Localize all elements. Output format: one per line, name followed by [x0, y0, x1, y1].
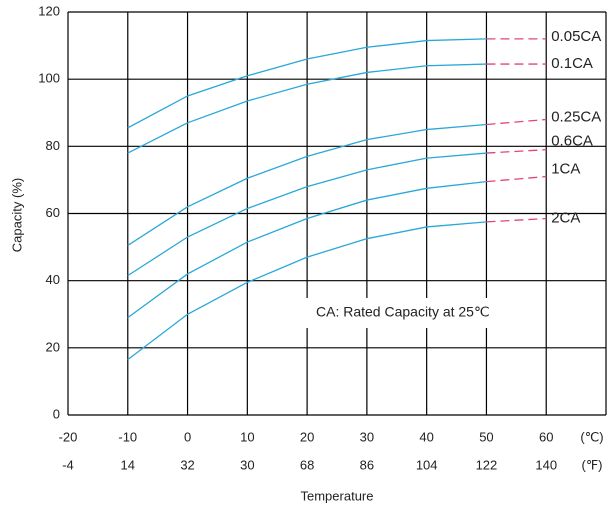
- series-line: [127, 152, 487, 277]
- x-tick-label: -10: [118, 429, 137, 444]
- x-tick-label: 40: [419, 429, 433, 444]
- series-extension: [486, 149, 547, 154]
- x2-tick-label: 68: [300, 457, 314, 472]
- series-extension: [486, 217, 547, 223]
- series-extension: [486, 175, 547, 183]
- x2-unit: (℉): [581, 457, 602, 472]
- series-line: [127, 63, 487, 154]
- series-line: [127, 38, 487, 129]
- x-axis-title: Temperature: [301, 488, 374, 503]
- x2-tick-label: 30: [240, 457, 254, 472]
- x-unit: (℃): [580, 429, 603, 444]
- y-tick-label: 40: [46, 272, 60, 287]
- x-tick-label: -20: [59, 429, 78, 444]
- x-tick-label: 10: [240, 429, 254, 444]
- x-tick-label: 30: [360, 429, 374, 444]
- x2-tick-label: -4: [62, 457, 74, 472]
- series-line: [127, 123, 487, 246]
- series-line: [127, 221, 487, 361]
- x-tick-label: 50: [479, 429, 493, 444]
- series-label: 0.1CA: [551, 55, 593, 72]
- x2-tick-label: 140: [535, 457, 557, 472]
- annotation-bg: [305, 298, 545, 328]
- series-label: 2CA: [551, 210, 580, 227]
- y-tick-label: 120: [38, 3, 60, 18]
- y-tick-label: 60: [46, 205, 60, 220]
- x2-tick-label: 14: [121, 457, 135, 472]
- series-line: [127, 180, 487, 319]
- series-label: 0.6CA: [551, 133, 593, 150]
- x2-tick-label: 86: [360, 457, 374, 472]
- series-label: 0.05CA: [551, 28, 601, 45]
- x-tick-label: 60: [539, 429, 553, 444]
- x-tick-label: 0: [184, 429, 191, 444]
- y-tick-label: 100: [38, 71, 60, 86]
- annotation: CA: Rated Capacity at 25℃: [316, 304, 490, 320]
- x2-tick-label: 104: [416, 457, 438, 472]
- y-axis-title: Capacity (%): [9, 178, 24, 252]
- series-label: 0.25CA: [551, 108, 601, 125]
- series-extension: [486, 118, 547, 126]
- y-tick-label: 80: [46, 138, 60, 153]
- x2-tick-label: 122: [476, 457, 498, 472]
- x-tick-label: 20: [300, 429, 314, 444]
- series-label: 1CA: [551, 161, 580, 178]
- x2-tick-label: 32: [180, 457, 194, 472]
- y-tick-label: 20: [46, 339, 60, 354]
- y-tick-label: 0: [53, 406, 60, 421]
